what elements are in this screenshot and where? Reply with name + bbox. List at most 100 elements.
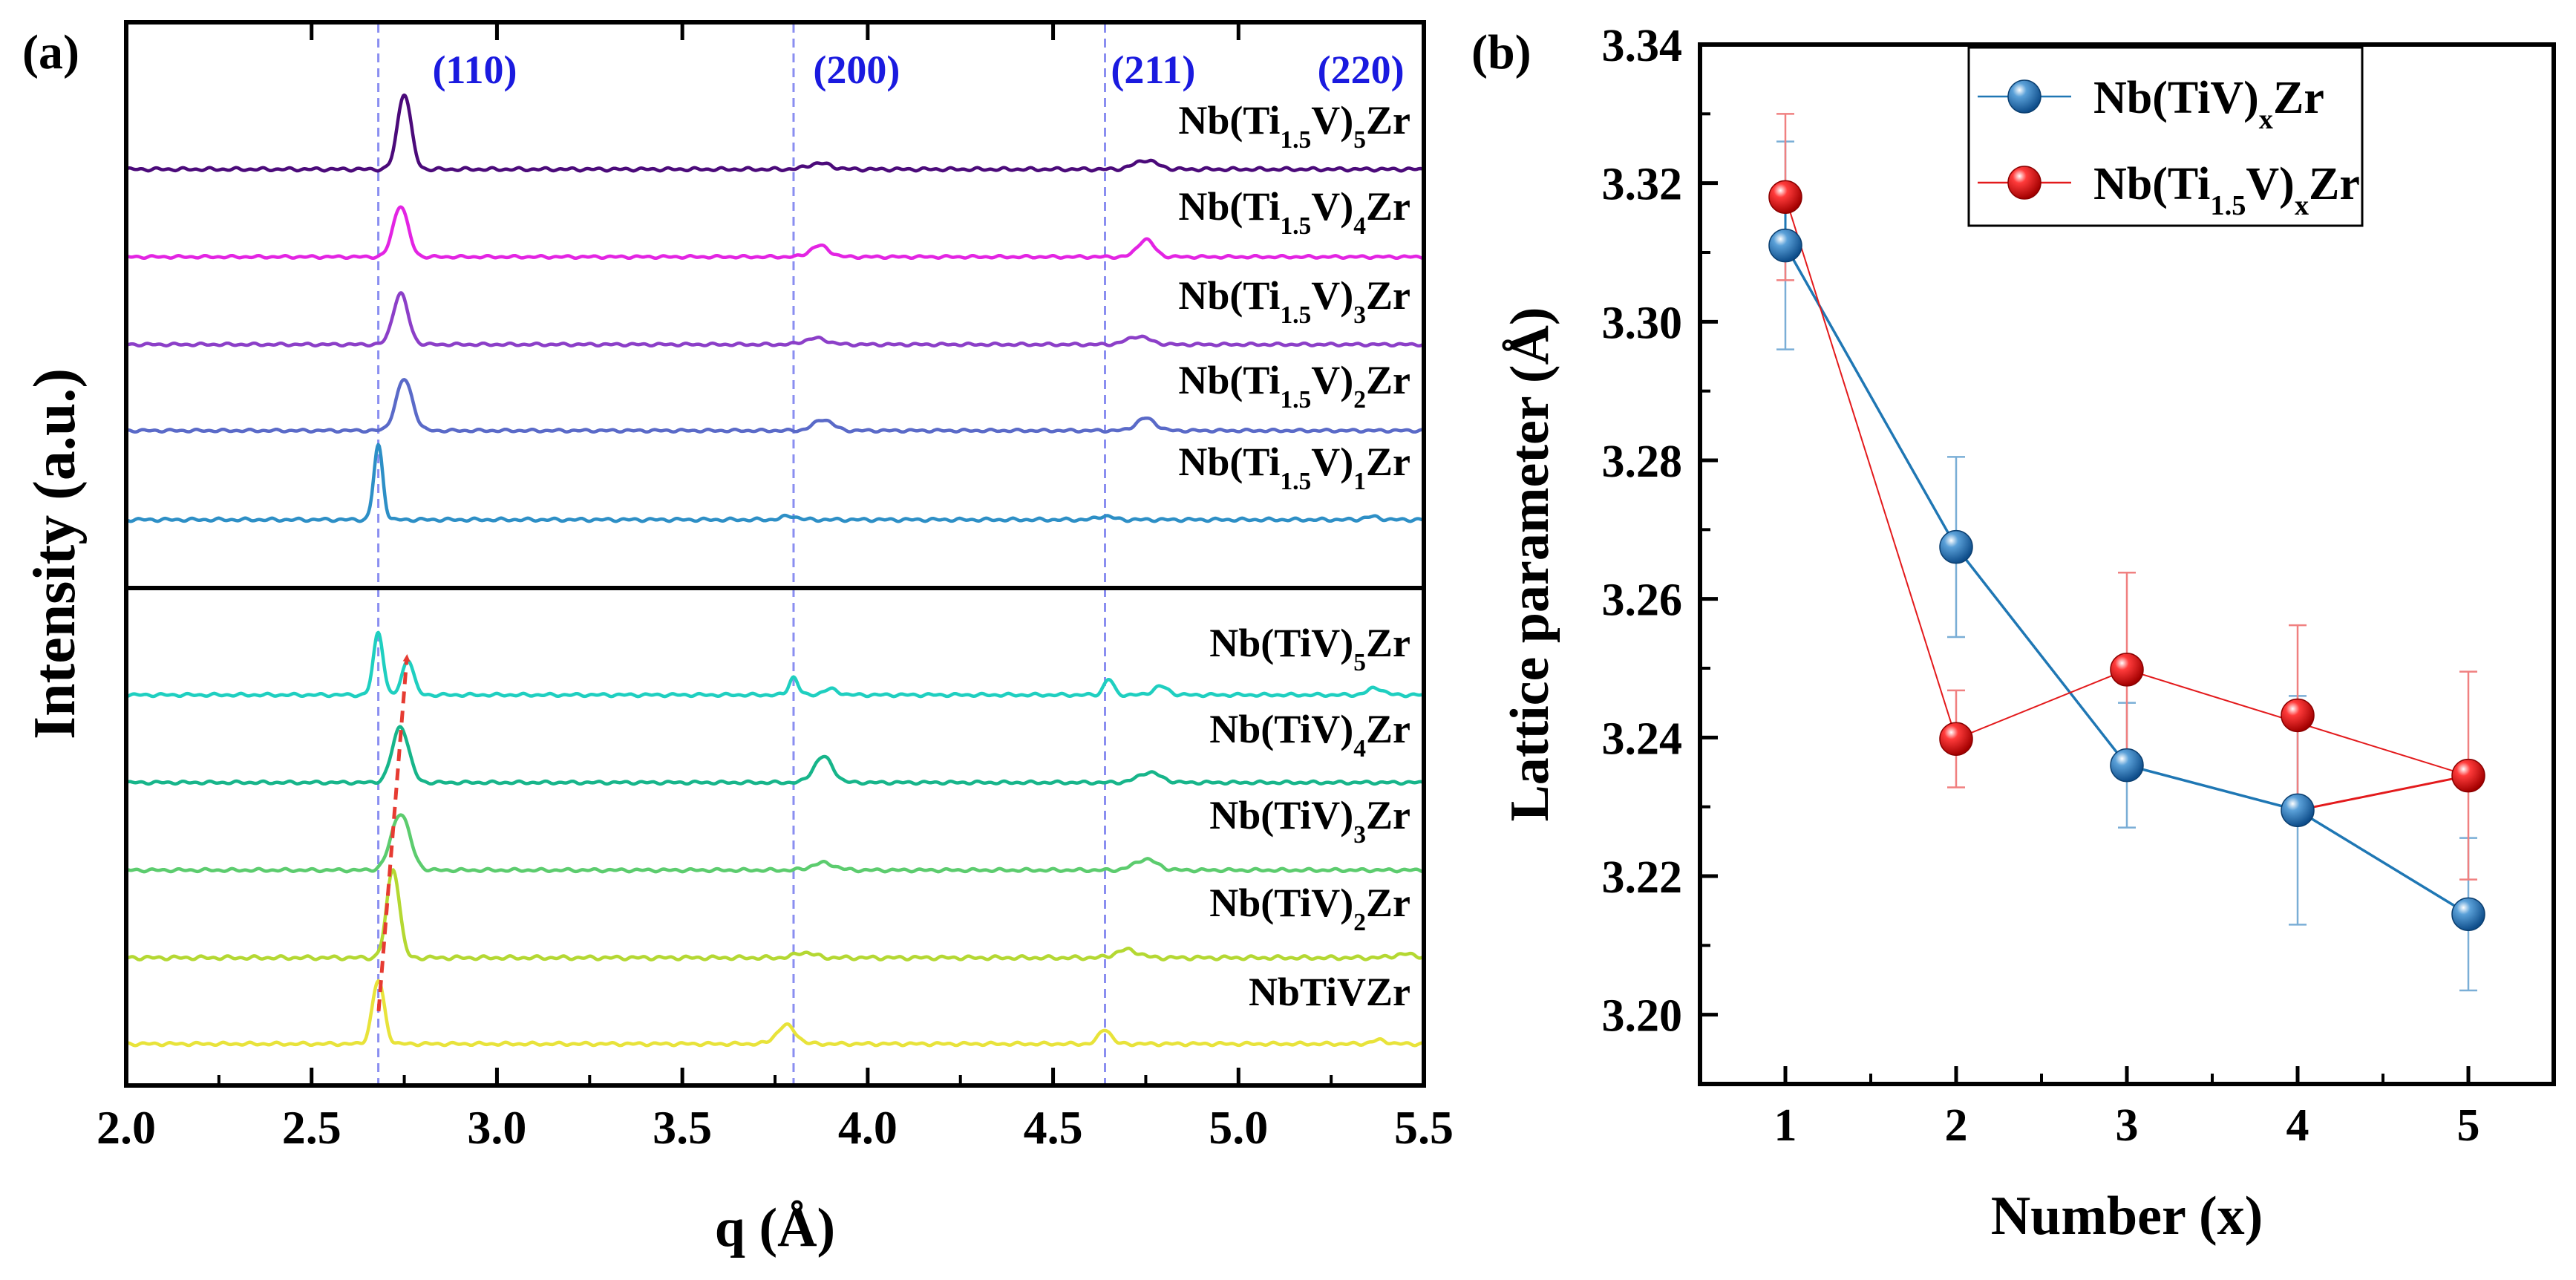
spectrum-line-6 (125, 630, 1425, 699)
series-label-9-pre: Nb(TiV) (1209, 881, 1353, 925)
x-tick-label-b-3: 3 (2116, 1100, 2139, 1151)
series-label-1-sub2: 5 (1353, 126, 1366, 154)
x-tick-label-2: 2.5 (282, 1101, 341, 1154)
connector-line-1 (2297, 774, 2469, 812)
y-tick-label-7: 3.32 (1602, 160, 1683, 210)
series-label-10: NbTiVZr (1249, 970, 1410, 1014)
data-point-1-4 (2281, 793, 2315, 828)
spectrum-line-9 (125, 868, 1425, 961)
x-axis-ticks: 2.0 2.5 3.0 3.5 4.0 4.5 5.0 5.5 (97, 24, 1454, 1154)
series-label-7: Nb(TiV)4Zr (1209, 707, 1410, 763)
panel-a-xrd-chart: (a) Nb(Ti1.5V)5ZrNb(Ti1.5V)4ZrNb(Ti1.5V)… (22, 20, 1454, 1258)
series-label-3-pre: Nb(Ti (1178, 273, 1280, 318)
data-point-1-3 (2110, 748, 2144, 783)
series-label-1-post: Zr (1366, 98, 1410, 143)
data-point-1-1 (1768, 228, 1802, 263)
x-axis-ticks-b: 1 2 3 4 5 (1774, 1066, 2480, 1151)
error-bars (1776, 113, 2477, 992)
legend-label-2-mid: V) (2246, 159, 2294, 209)
y-tick-label-6: 3.30 (1602, 298, 1683, 348)
series-label-5-sub1: 1.5 (1280, 468, 1311, 495)
data-point-2-2 (1939, 722, 1973, 756)
series-labels: Nb(Ti1.5V)5ZrNb(Ti1.5V)4ZrNb(Ti1.5V)3ZrN… (1178, 98, 1410, 1014)
series-label-9-sub2: 2 (1353, 909, 1366, 936)
spectrum-line-3 (125, 291, 1425, 348)
legend-label-1-pre: Nb(TiV) (2093, 73, 2259, 123)
panel-b-lattice-chart: (b) 3.20 3.22 3.24 3.26 3.28 3.30 3.32 3.34 1 2 3… (1471, 21, 2556, 1247)
series-label-5: Nb(Ti1.5V)1Zr (1178, 440, 1410, 495)
legend-label-2-pre: Nb(Ti (2093, 159, 2210, 209)
panel-b-label: (b) (1471, 25, 1531, 79)
shift-arrow (376, 654, 411, 1012)
series-label-5-pre: Nb(Ti (1178, 440, 1280, 484)
data-point-1-5 (2451, 897, 2485, 932)
data-point-2-4 (2281, 698, 2315, 733)
series-label-2-mid: V) (1311, 184, 1353, 229)
series-label-6-pre: Nb(TiV) (1209, 621, 1353, 665)
series-label-1-pre: Nb(Ti (1178, 98, 1280, 143)
legend-label-2: Nb(Ti1.5V)xZr (2093, 159, 2360, 221)
series-label-8-pre: Nb(TiV) (1209, 793, 1353, 837)
x-tick-label-b-1: 1 (1774, 1100, 1797, 1151)
legend-label-2-post: Zr (2309, 159, 2360, 209)
y-tick-label-4: 3.26 (1602, 575, 1683, 626)
legend-label-2-sub1: 1.5 (2210, 190, 2246, 221)
y-tick-label-5: 3.28 (1602, 437, 1683, 487)
series-label-5-post: Zr (1366, 440, 1410, 484)
x-tick-label-4: 3.5 (653, 1101, 712, 1154)
y-tick-label-8: 3.34 (1602, 21, 1683, 71)
y-axis-title-b: Lattice parameter (Å) (1500, 307, 1560, 821)
series-label-6-post: Zr (1366, 621, 1410, 665)
series-label-2-sub2: 4 (1353, 212, 1366, 240)
series-label-4-sub1: 1.5 (1280, 386, 1311, 414)
series-label-4: Nb(Ti1.5V)2Zr (1178, 358, 1410, 414)
series-label-10-pre: NbTiVZr (1249, 970, 1410, 1014)
series-label-5-sub2: 1 (1353, 468, 1366, 495)
series-label-2-post: Zr (1366, 184, 1410, 229)
series-label-4-pre: Nb(Ti (1178, 358, 1280, 402)
legend-marker-2 (2007, 166, 2041, 200)
spectrum-line-1 (125, 93, 1425, 173)
series-label-3: Nb(Ti1.5V)3Zr (1178, 273, 1410, 329)
x-tick-label-5: 4.0 (838, 1101, 898, 1154)
spectrum-line-10 (125, 979, 1425, 1048)
series-label-3-sub1: 1.5 (1280, 301, 1311, 329)
panel-a-frame (124, 20, 1426, 1088)
series-label-8: Nb(TiV)3Zr (1209, 793, 1410, 849)
x-tick-label-b-4: 4 (2286, 1100, 2309, 1151)
data-point-2-5 (2451, 758, 2485, 793)
x-tick-label-b-5: 5 (2457, 1100, 2480, 1151)
spectrum-line-5 (125, 443, 1425, 523)
series-label-3-mid: V) (1311, 273, 1353, 318)
series-label-6: Nb(TiV)5Zr (1209, 621, 1410, 676)
x-axis-title: q (Å) (715, 1198, 835, 1258)
series-label-9-post: Zr (1366, 881, 1410, 925)
legend-label-1-sub1: x (2259, 104, 2273, 135)
series-label-3-sub2: 3 (1353, 301, 1366, 329)
spectrum-line-8 (125, 813, 1425, 874)
x-tick-label-6: 4.5 (1024, 1101, 1083, 1154)
series-label-3-post: Zr (1366, 273, 1410, 318)
data-point-2-3 (2110, 653, 2144, 687)
legend-label-1: Nb(TiV)xZr (2093, 73, 2324, 135)
series-label-2-sub1: 1.5 (1280, 212, 1311, 240)
spectrum-line-2 (125, 205, 1425, 261)
panel-a-label: (a) (22, 25, 79, 79)
peak-label-2: (200) (813, 48, 900, 92)
series-label-4-sub2: 2 (1353, 386, 1366, 414)
data-point-2-1 (1768, 180, 1802, 215)
spectrum-line-4 (125, 378, 1425, 434)
xrd-spectra (125, 93, 1425, 1048)
legend-label-2-sub2: x (2295, 190, 2309, 221)
series-label-4-post: Zr (1366, 358, 1410, 402)
x-tick-label-7: 5.0 (1209, 1101, 1268, 1154)
series-label-6-sub2: 5 (1353, 649, 1366, 676)
series-label-7-pre: Nb(TiV) (1209, 707, 1353, 751)
series-label-7-sub2: 4 (1353, 735, 1366, 763)
series-label-2-pre: Nb(Ti (1178, 184, 1280, 229)
peak-label-4: (220) (1318, 48, 1405, 92)
series-label-1-sub1: 1.5 (1280, 126, 1311, 154)
data-point-1-2 (1939, 529, 1973, 564)
